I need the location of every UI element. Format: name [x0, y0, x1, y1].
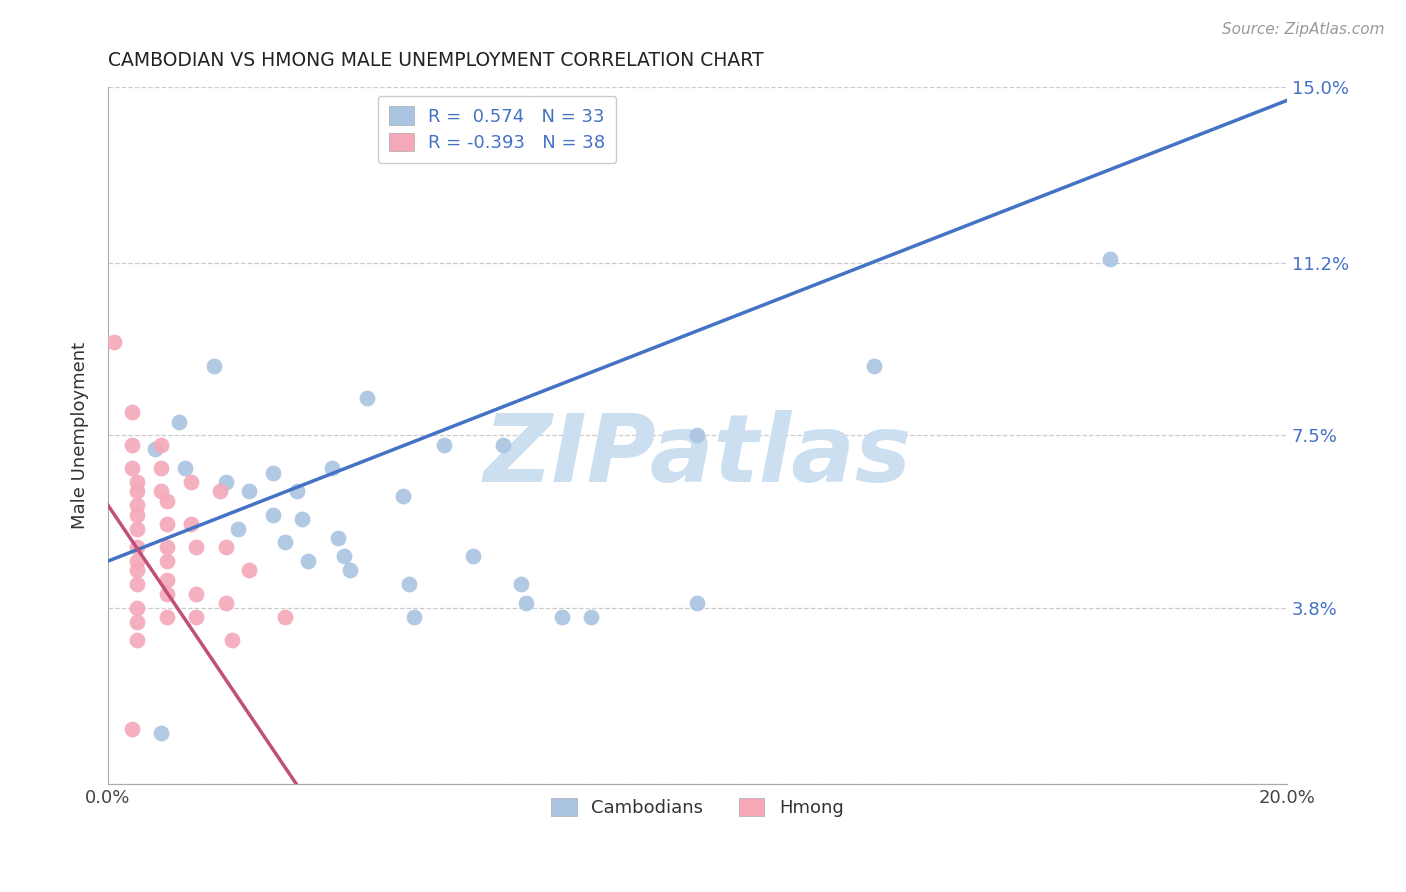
Point: [208, 484, 231, 499]
Point: [863, 359, 886, 373]
Point: [127, 633, 149, 648]
Point: [179, 475, 201, 489]
Point: [356, 391, 378, 405]
Text: Source: ZipAtlas.com: Source: ZipAtlas.com: [1222, 22, 1385, 37]
Point: [127, 554, 149, 568]
Point: [127, 484, 149, 499]
Point: [127, 563, 149, 577]
Point: [202, 359, 225, 373]
Point: [156, 587, 179, 601]
Point: [127, 522, 149, 536]
Legend: Cambodians, Hmong: Cambodians, Hmong: [544, 790, 851, 824]
Point: [156, 573, 179, 587]
Point: [262, 466, 284, 480]
Point: [1098, 252, 1121, 266]
Point: [221, 633, 243, 648]
Point: [226, 522, 249, 536]
Point: [404, 610, 426, 624]
Point: [321, 461, 343, 475]
Point: [285, 484, 308, 499]
Point: [186, 610, 208, 624]
Point: [274, 535, 297, 549]
Point: [143, 442, 166, 457]
Point: [297, 554, 319, 568]
Point: [127, 498, 149, 512]
Point: [291, 512, 314, 526]
Point: [581, 610, 603, 624]
Point: [463, 549, 485, 564]
Point: [127, 615, 149, 629]
Point: [150, 438, 173, 452]
Point: [332, 549, 354, 564]
Text: ZIPatlas: ZIPatlas: [484, 410, 911, 502]
Point: [156, 493, 179, 508]
Point: [391, 489, 413, 503]
Point: [238, 484, 260, 499]
Point: [150, 726, 173, 740]
Point: [215, 475, 238, 489]
Point: [156, 540, 179, 554]
Point: [686, 428, 709, 442]
Point: [238, 563, 260, 577]
Text: CAMBODIAN VS HMONG MALE UNEMPLOYMENT CORRELATION CHART: CAMBODIAN VS HMONG MALE UNEMPLOYMENT COR…: [108, 51, 763, 70]
Y-axis label: Male Unemployment: Male Unemployment: [72, 342, 89, 529]
Point: [326, 531, 349, 545]
Point: [509, 577, 531, 591]
Point: [167, 415, 190, 429]
Point: [121, 405, 143, 419]
Point: [127, 508, 149, 522]
Point: [339, 563, 361, 577]
Point: [551, 610, 574, 624]
Point: [127, 540, 149, 554]
Point: [121, 438, 143, 452]
Point: [492, 438, 515, 452]
Point: [686, 596, 709, 610]
Point: [515, 596, 537, 610]
Point: [127, 577, 149, 591]
Point: [173, 461, 195, 475]
Point: [156, 516, 179, 531]
Point: [262, 508, 284, 522]
Point: [186, 587, 208, 601]
Point: [121, 461, 143, 475]
Point: [156, 554, 179, 568]
Point: [127, 600, 149, 615]
Point: [179, 516, 201, 531]
Point: [127, 475, 149, 489]
Point: [156, 610, 179, 624]
Point: [274, 610, 297, 624]
Point: [215, 596, 238, 610]
Point: [186, 540, 208, 554]
Point: [121, 722, 143, 736]
Point: [150, 484, 173, 499]
Point: [150, 461, 173, 475]
Point: [398, 577, 420, 591]
Point: [433, 438, 456, 452]
Point: [215, 540, 238, 554]
Point: [103, 335, 125, 350]
